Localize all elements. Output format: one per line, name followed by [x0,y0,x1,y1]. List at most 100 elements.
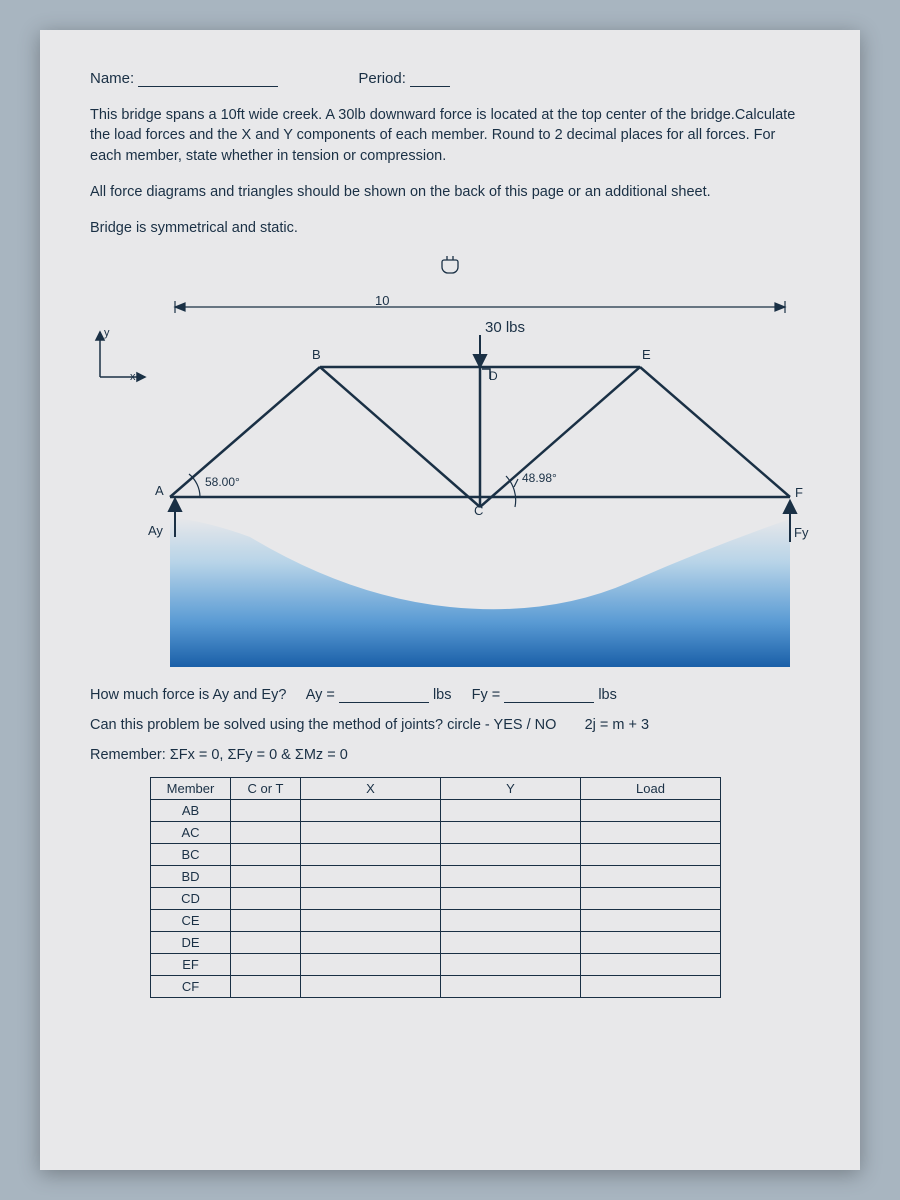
question-method-joints: Can this problem be solved using the met… [90,717,810,733]
instruction-diagrams: All force diagrams and triangles should … [90,182,810,202]
table-row: CE [151,910,721,932]
x-cell[interactable] [301,888,441,910]
member-cell: DE [151,932,231,954]
period-field[interactable]: Period: [358,70,450,87]
member-table: Member C or T X Y Load ABACBCBDCDCEDEEFC… [150,777,721,998]
table-row: DE [151,932,721,954]
x-cell[interactable] [301,844,441,866]
x-cell[interactable] [301,866,441,888]
member-cell: CE [151,910,231,932]
x-cell[interactable] [301,954,441,976]
angle-left-label: 58.00° [205,475,240,489]
member-cell: AB [151,800,231,822]
node-d: D [489,369,498,383]
header-row: Name: Period: [90,70,810,87]
node-b: B [312,347,321,362]
coord-axes [96,332,145,381]
q2-text: Can this problem be solved using the met… [90,717,556,733]
ct-cell[interactable] [231,932,301,954]
y-cell[interactable] [441,888,581,910]
ct-cell[interactable] [231,844,301,866]
axis-x-label: x [130,371,136,383]
load-cell[interactable] [581,844,721,866]
y-cell[interactable] [441,910,581,932]
load-cell[interactable] [581,866,721,888]
ct-cell[interactable] [231,976,301,998]
creek-water [170,517,790,667]
reaction-fy-label: Fy [794,525,808,540]
fy-blank[interactable] [504,689,594,703]
ct-cell[interactable] [231,910,301,932]
reaction-ay-label: Ay [148,523,163,538]
ct-cell[interactable] [231,800,301,822]
worksheet-page: Name: Period: This bridge spans a 10ft w… [40,30,860,1170]
q1-ay-label: Ay = [306,687,335,703]
th-load: Load [581,778,721,800]
load-cell[interactable] [581,822,721,844]
y-cell[interactable] [441,822,581,844]
x-cell[interactable] [301,910,441,932]
name-label: Name: [90,70,134,87]
truss-members [170,367,790,507]
load-cell[interactable] [581,976,721,998]
node-e: E [642,347,651,362]
name-blank[interactable] [138,73,278,87]
angle-right-label: 48.98° [522,471,557,485]
period-blank[interactable] [410,73,450,87]
th-member: Member [151,778,231,800]
load-cell[interactable] [581,888,721,910]
y-cell[interactable] [441,976,581,998]
y-cell[interactable] [441,866,581,888]
table-row: BC [151,844,721,866]
name-field[interactable]: Name: [90,70,278,87]
y-cell[interactable] [441,844,581,866]
q2-equation: 2j = m + 3 [585,717,649,733]
node-f: F [795,485,803,500]
x-cell[interactable] [301,976,441,998]
q1-unit2: lbs [598,687,617,703]
ay-blank[interactable] [339,689,429,703]
span-label: 10 [375,293,389,308]
load-cell[interactable] [581,954,721,976]
member-cell: CF [151,976,231,998]
table-row: AC [151,822,721,844]
member-cell: CD [151,888,231,910]
member-cell: EF [151,954,231,976]
x-cell[interactable] [301,932,441,954]
load-cell[interactable] [581,800,721,822]
member-cell: AC [151,822,231,844]
th-y: Y [441,778,581,800]
table-row: BD [151,866,721,888]
ct-cell[interactable] [231,866,301,888]
load-cell[interactable] [581,932,721,954]
cursor-icon [90,254,810,281]
table-row: CD [151,888,721,910]
remember-equations: Remember: ΣFx = 0, ΣFy = 0 & ΣMz = 0 [90,747,810,763]
period-label: Period: [358,70,406,87]
th-ct: C or T [231,778,301,800]
symmetry-note: Bridge is symmetrical and static. [90,218,810,238]
x-cell[interactable] [301,822,441,844]
load-label: 30 lbs [485,319,525,336]
th-x: X [301,778,441,800]
x-cell[interactable] [301,800,441,822]
member-cell: BC [151,844,231,866]
table-row: CF [151,976,721,998]
y-cell[interactable] [441,954,581,976]
ct-cell[interactable] [231,822,301,844]
dimension-line [175,301,785,313]
ct-cell[interactable] [231,954,301,976]
q1-pre: How much force is Ay and Ey? [90,687,286,703]
member-cell: BD [151,866,231,888]
table-row: AB [151,800,721,822]
q1-unit1: lbs [433,687,452,703]
table-header-row: Member C or T X Y Load [151,778,721,800]
question-forces: How much force is Ay and Ey? Ay = lbs Fy… [90,687,810,703]
q1-fy-label: Fy = [472,687,501,703]
problem-statement: This bridge spans a 10ft wide creek. A 3… [90,105,810,166]
ct-cell[interactable] [231,888,301,910]
axis-y-label: y [104,327,110,339]
y-cell[interactable] [441,800,581,822]
load-cell[interactable] [581,910,721,932]
y-cell[interactable] [441,932,581,954]
